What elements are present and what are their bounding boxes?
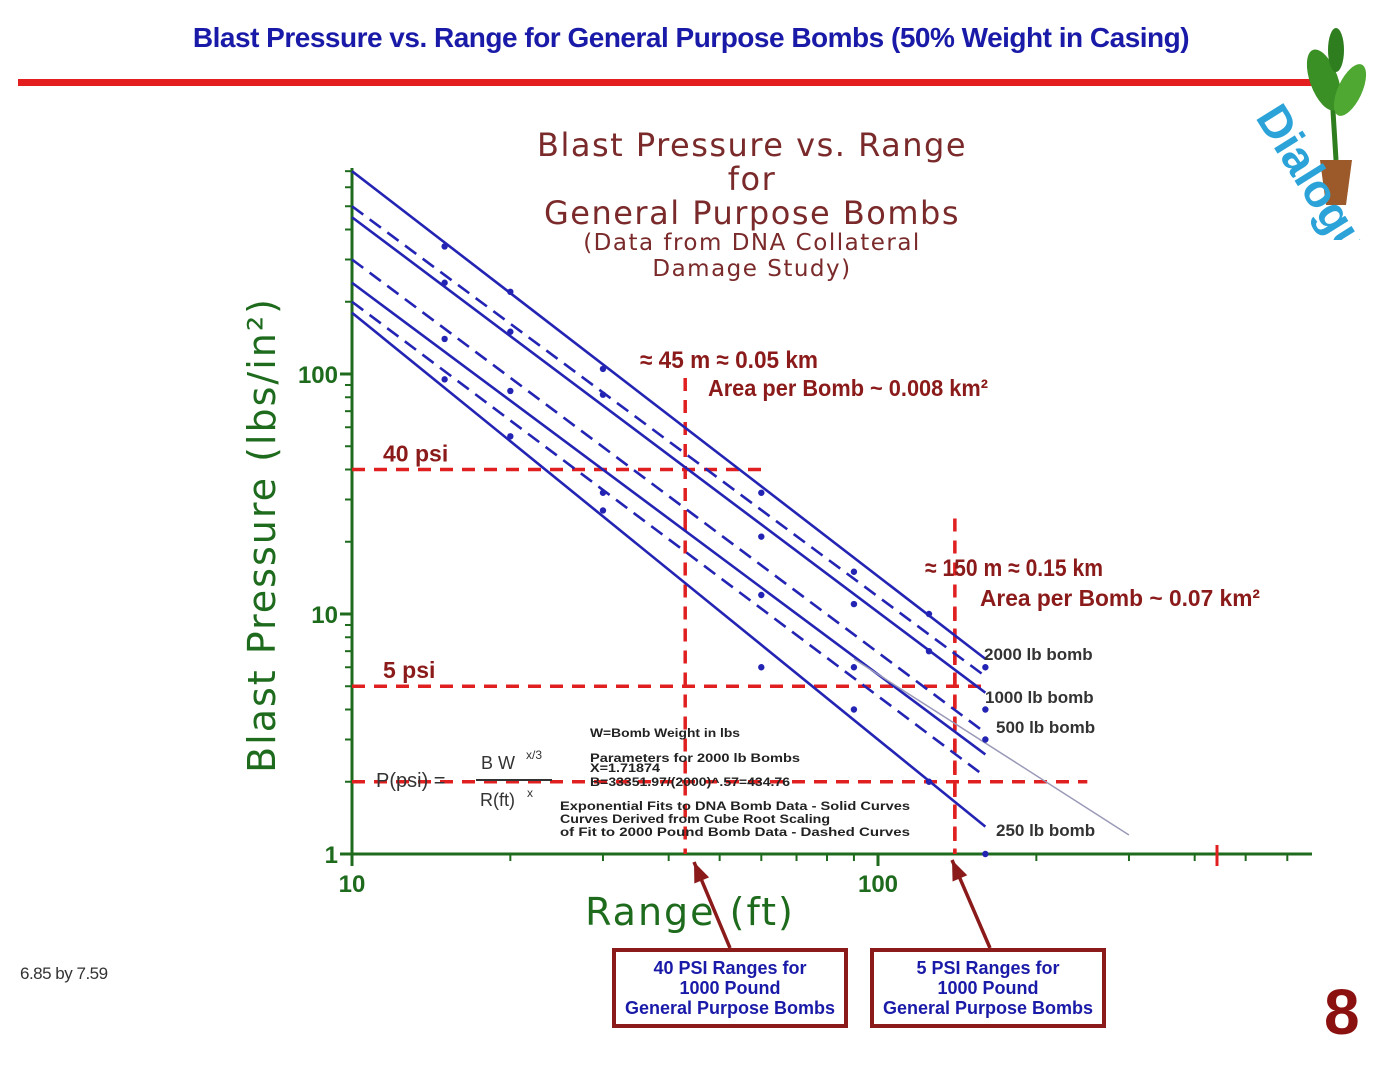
- y-tick-label: 1: [325, 842, 338, 869]
- chart-subtitle-line-1: (Data from DNA Collateral: [583, 230, 921, 256]
- formula-note: of Fit to 2000 Pound Bomb Data - Dashed …: [560, 827, 910, 839]
- callout-40psi-line-1: 40 PSI Ranges for: [653, 958, 807, 978]
- range-annotation: Area per Bomb ~ 0.008 km²: [708, 375, 988, 401]
- chart-title-line-2: for: [727, 160, 777, 198]
- data-point: [441, 243, 448, 250]
- formula-note: Curves Derived from Cube Root Scaling: [560, 814, 830, 826]
- data-point: [441, 376, 448, 383]
- formula-note: Parameters for 2000 lb Bombs: [590, 753, 800, 765]
- series-line-1000-lb-bomb-dashed: [351, 258, 987, 734]
- data-point: [925, 778, 933, 785]
- formula-exponent: x/3: [526, 748, 542, 762]
- range-annotation: Area per Bomb ~ 0.07 km²: [980, 585, 1260, 611]
- data-point: [441, 279, 448, 286]
- data-point: [758, 533, 765, 540]
- data-point: [925, 647, 933, 655]
- x-tick-label: 10: [339, 871, 366, 898]
- x-axis-label: Range (ft): [585, 890, 795, 934]
- data-point: [850, 600, 858, 608]
- data-point: [758, 664, 765, 671]
- slide-footnote: 6.85 by 7.59: [20, 964, 108, 983]
- data-point: [982, 706, 989, 713]
- data-point: [758, 591, 765, 599]
- reference-label-5-psi: 5 psi: [383, 657, 435, 683]
- series-label: 1000 lb bomb: [985, 688, 1094, 707]
- formula-note: B=33351.97/(2000)^.57=434.76: [590, 777, 790, 789]
- plant-icon: [1306, 28, 1367, 205]
- data-point: [850, 664, 858, 671]
- x-tick-label: 100: [858, 871, 898, 898]
- data-point: [925, 610, 933, 618]
- formula-lhs: P(psi) =: [376, 770, 445, 792]
- series-label: 2000 lb bomb: [984, 645, 1093, 664]
- callout-5psi-line-1: 5 PSI Ranges for: [916, 958, 1060, 978]
- callout-5psi-line-2: 1000 Pound: [937, 978, 1039, 998]
- series-line-1000-lb-bomb-solid: [351, 216, 987, 694]
- chart-title-line-1: Blast Pressure vs. Range: [536, 126, 968, 164]
- data-point: [850, 706, 858, 713]
- slide-title: Blast Pressure vs. Range for General Pur…: [192, 22, 1190, 53]
- chart-title-line-3: General Purpose Bombs: [543, 194, 961, 232]
- formula-note: X=1.71874: [590, 763, 661, 775]
- title-divider: [18, 79, 1318, 86]
- data-point: [507, 288, 514, 296]
- data-point: [507, 328, 514, 335]
- reference-label-40-psi: 40 psi: [383, 441, 448, 467]
- callout-40psi: 40 PSI Ranges for 1000 Pound General Pur…: [612, 948, 848, 1028]
- data-point: [758, 489, 765, 496]
- callout-arrow-40psi-head: [694, 862, 710, 884]
- callout-40psi-line-3: General Purpose Bombs: [624, 998, 836, 1018]
- formula-den-exponent: x: [527, 786, 533, 800]
- y-tick-label: 100: [298, 362, 338, 389]
- callout-5psi: 5 PSI Ranges for 1000 Pound General Purp…: [870, 948, 1106, 1028]
- page-number: 8: [1324, 976, 1360, 1048]
- formula-denominator: R(ft): [480, 790, 515, 810]
- chart-subtitle-line-2: Damage Study): [652, 256, 852, 282]
- series-label: 250 lb bomb: [996, 821, 1095, 840]
- data-point: [982, 736, 989, 743]
- series-line-2000-lb-bomb-solid: [351, 170, 987, 660]
- callout-arrow-5psi-head: [952, 860, 968, 882]
- data-point: [599, 365, 607, 373]
- data-point: [850, 568, 858, 575]
- series-label: 500 lb bomb: [996, 718, 1095, 737]
- range-annotation: ≈ 150 m ≈ 0.15 km: [925, 555, 1103, 582]
- series-line-extrapolation-thin: [853, 658, 1130, 836]
- data-point: [507, 433, 514, 440]
- data-point: [982, 850, 989, 858]
- dialogue-logo: Dialogue: [1246, 28, 1382, 240]
- formula-note: W=Bomb Weight in lbs: [590, 728, 740, 740]
- y-tick-label: 10: [311, 602, 338, 629]
- y-axis-label: Blast Pressure (lbs/in²): [240, 297, 284, 773]
- formula-numerator: B W: [481, 753, 515, 773]
- callout-5psi-line-3: General Purpose Bombs: [882, 998, 1094, 1018]
- chart-title: Blast Pressure vs. Range for General Pur…: [537, 128, 967, 282]
- data-point: [982, 664, 989, 671]
- data-point: [441, 335, 448, 343]
- callout-40psi-line-2: 1000 Pound: [679, 978, 781, 998]
- formula-note: Exponential Fits to DNA Bomb Data - Soli…: [560, 801, 910, 813]
- series-line-250-lb-bomb-solid: [351, 311, 987, 828]
- data-point: [507, 387, 514, 395]
- data-point: [599, 391, 607, 398]
- data-point: [599, 489, 607, 496]
- range-annotation: ≈ 45 m ≈ 0.05 km: [640, 347, 818, 374]
- data-point: [599, 507, 607, 514]
